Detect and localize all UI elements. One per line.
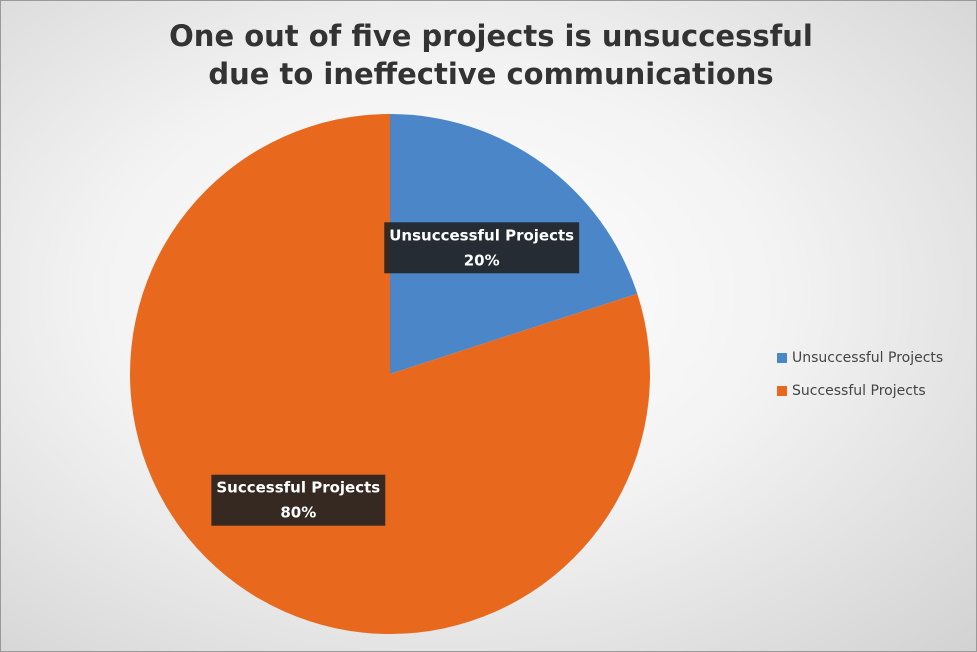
legend-label: Unsuccessful Projects xyxy=(792,350,943,366)
data-label-value: 80% xyxy=(280,504,316,522)
data-label: Unsuccessful Projects 20% xyxy=(384,222,580,274)
data-label-box xyxy=(211,474,386,526)
chart-title: One out of five projects is unsuccessful… xyxy=(169,19,813,91)
legend-swatch xyxy=(777,353,787,363)
data-label-category: Successful Projects xyxy=(216,479,380,497)
data-label-value: 20% xyxy=(464,251,500,269)
legend-swatch xyxy=(777,386,787,396)
data-label: Successful Projects 80% xyxy=(211,474,386,526)
legend-label: Successful Projects xyxy=(792,383,926,399)
data-label-box xyxy=(384,222,580,274)
data-label-category: Unsuccessful Projects xyxy=(389,226,574,244)
